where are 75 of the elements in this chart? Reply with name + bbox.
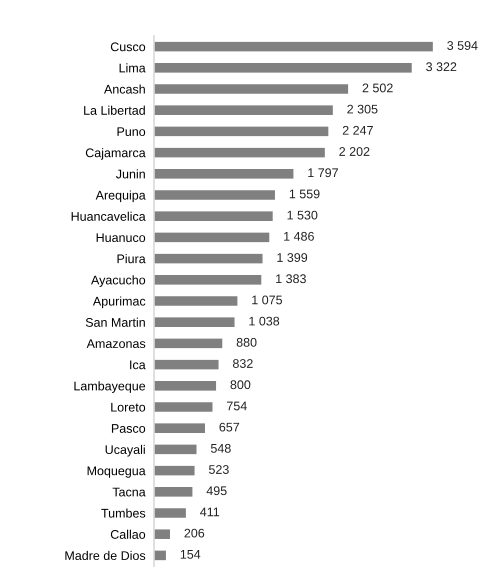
data-label: 1 383 (276, 274, 306, 284)
y-tick-label: Callao (110, 530, 146, 539)
y-tick-label: Pasco (112, 424, 146, 433)
bar (154, 190, 275, 200)
y-tick-label: Amazonas (86, 339, 146, 348)
bar (154, 254, 263, 264)
y-tick-label: Ucayali (106, 444, 145, 457)
data-label: 411 (200, 508, 220, 516)
bar (154, 275, 262, 285)
data-label: 1 038 (249, 316, 280, 326)
bar (154, 169, 294, 179)
y-tick-label: Ancash (104, 84, 145, 94)
data-label: 1 075 (252, 296, 282, 304)
y-tick-label: Ayacucho (91, 275, 146, 287)
y-tick-label: Moquegua (88, 466, 146, 478)
y-tick-label: La Libertad (84, 106, 145, 115)
y-tick-label: Huancavelica (72, 212, 146, 221)
bar (154, 550, 166, 560)
y-tick-label: Lima (120, 63, 146, 72)
y-tick-label: Tacna (112, 488, 146, 496)
bar (154, 423, 205, 433)
y-tick-label: San Martin (86, 318, 145, 327)
data-label: 2 247 (342, 126, 373, 135)
bar (154, 444, 197, 454)
data-label: 548 (210, 444, 231, 453)
data-label: 206 (184, 528, 204, 538)
bar (154, 42, 433, 52)
y-tick-label: Ica (130, 360, 146, 370)
bar (154, 487, 192, 497)
bar (154, 508, 186, 518)
bar (154, 296, 238, 306)
data-label: 2 305 (347, 104, 378, 114)
bar (154, 232, 270, 242)
bar (154, 84, 348, 94)
bar (154, 338, 222, 348)
data-label: 154 (180, 550, 200, 559)
bar (154, 126, 328, 136)
bar (154, 381, 216, 391)
y-tick-label: Cusco (110, 42, 146, 52)
data-label: 1 486 (284, 232, 314, 241)
data-label: 1 399 (277, 253, 308, 262)
data-label: 3 322 (426, 62, 456, 72)
data-label: 2 502 (362, 84, 393, 92)
y-tick-label: Puno (118, 127, 146, 136)
data-label: 657 (219, 422, 240, 432)
bar (154, 317, 235, 327)
bar (154, 148, 325, 158)
data-label: 1 797 (308, 168, 338, 178)
data-label: 3 594 (447, 41, 478, 50)
data-label: 1 559 (290, 190, 320, 198)
bar (154, 360, 219, 370)
y-tick-label: Loreto (111, 402, 146, 412)
y-tick-label: Tumbes (101, 508, 146, 518)
data-label: 754 (227, 402, 247, 410)
bar (154, 63, 412, 73)
data-label: 1 530 (288, 210, 318, 220)
y-tick-label: Madre de Dios (65, 550, 146, 560)
y-tick-label: Piura (118, 254, 146, 264)
data-label: 495 (206, 486, 227, 496)
bar (154, 402, 212, 412)
data-label: 880 (236, 338, 257, 347)
data-label: 523 (208, 465, 229, 474)
bar (154, 211, 273, 221)
y-tick-label: Huanuco (96, 233, 146, 242)
data-label: 832 (232, 359, 253, 368)
bar (154, 466, 195, 476)
y-tick-label: Lambayeque (74, 381, 146, 393)
bar (154, 529, 170, 539)
data-label: 800 (230, 380, 250, 390)
bar (154, 105, 333, 115)
y-tick-label: Junin (116, 169, 145, 178)
y-tick-label: Cajamarca (86, 148, 146, 160)
data-label: 2 202 (339, 147, 370, 156)
y-tick-label: Arequipa (96, 190, 146, 202)
y-tick-label: Apurimac (92, 296, 146, 308)
